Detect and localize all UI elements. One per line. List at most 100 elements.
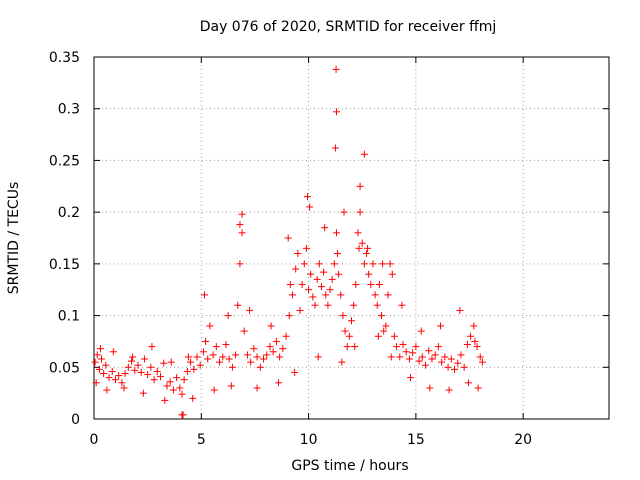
data-point <box>456 306 464 314</box>
data-point <box>473 343 481 351</box>
data-point <box>204 355 212 363</box>
data-point <box>253 353 261 361</box>
data-point <box>166 378 174 386</box>
data-point <box>163 382 171 390</box>
data-point <box>93 351 101 359</box>
data-point <box>434 343 442 351</box>
data-point <box>260 355 268 363</box>
y-tick-label: 0.1 <box>58 309 80 325</box>
y-tick-label: 0.2 <box>58 205 80 221</box>
data-point <box>437 322 445 330</box>
data-point <box>338 358 346 366</box>
data-point <box>180 376 188 384</box>
data-point <box>322 291 330 299</box>
data-point <box>444 363 452 371</box>
data-point <box>332 65 340 73</box>
data-point <box>367 281 375 289</box>
data-point <box>300 260 308 268</box>
x-tick-label: 10 <box>300 432 318 448</box>
data-point <box>304 193 312 201</box>
data-point <box>373 301 381 309</box>
data-point <box>139 389 147 397</box>
data-point <box>206 322 214 330</box>
data-point <box>309 293 317 301</box>
data-point <box>345 332 353 340</box>
data-point <box>140 355 148 363</box>
data-point <box>311 301 319 309</box>
data-point <box>173 374 181 382</box>
data-point <box>100 369 108 377</box>
data-point <box>178 390 186 398</box>
data-point <box>294 250 302 258</box>
data-point <box>256 363 264 371</box>
y-tick-label: 0.25 <box>49 153 80 169</box>
data-point <box>111 376 119 384</box>
data-point <box>183 367 191 375</box>
data-point <box>388 270 396 278</box>
data-point <box>179 411 187 419</box>
data-point <box>331 144 339 152</box>
data-point <box>431 351 439 359</box>
data-point <box>302 244 310 252</box>
data-point <box>393 343 401 351</box>
data-point <box>269 348 277 356</box>
data-point <box>384 291 392 299</box>
data-point <box>92 379 100 387</box>
data-point <box>209 351 217 359</box>
data-point <box>324 301 332 309</box>
data-point <box>148 343 156 351</box>
data-point <box>360 150 368 158</box>
data-point <box>219 353 227 361</box>
data-point <box>454 359 462 367</box>
data-point <box>380 327 388 335</box>
y-tick-label: 0.3 <box>58 102 80 118</box>
data-point <box>153 367 161 375</box>
data-point <box>379 260 387 268</box>
data-point <box>369 260 377 268</box>
data-point <box>144 371 152 379</box>
data-point <box>306 203 314 211</box>
data-point <box>451 365 458 373</box>
data-point <box>193 353 201 361</box>
data-point <box>288 291 296 299</box>
data-point <box>332 108 340 116</box>
x-tick-label: 5 <box>197 432 206 448</box>
data-point <box>246 306 254 314</box>
data-point <box>467 332 475 340</box>
data-point <box>286 281 294 289</box>
data-point <box>445 386 453 394</box>
data-point <box>332 229 340 237</box>
data-point <box>457 351 465 359</box>
data-point <box>363 250 371 258</box>
data-point <box>315 260 323 268</box>
data-point <box>91 358 99 366</box>
data-point <box>115 372 123 380</box>
data-point <box>334 250 342 258</box>
data-point <box>98 355 106 363</box>
data-point <box>425 347 433 355</box>
x-tick-label: 0 <box>90 432 99 448</box>
data-point <box>321 224 329 232</box>
y-tick-label: 0 <box>71 412 80 428</box>
data-point <box>190 365 198 373</box>
data-point <box>131 366 139 374</box>
data-point <box>108 367 116 375</box>
data-point <box>238 229 246 237</box>
data-point <box>137 368 145 376</box>
data-point <box>382 322 390 330</box>
data-point <box>96 345 104 353</box>
data-point <box>276 353 284 361</box>
data-point <box>95 365 103 373</box>
data-point <box>210 386 218 394</box>
data-point <box>169 386 177 394</box>
data-point <box>460 363 468 371</box>
data-point <box>320 268 328 276</box>
chart-title: Day 076 of 2020, SRMTID for receiver ffm… <box>200 19 497 35</box>
data-point <box>236 221 244 229</box>
data-point <box>240 327 248 335</box>
data-point <box>375 281 383 289</box>
data-point <box>341 327 349 335</box>
data-point <box>157 373 165 381</box>
data-point <box>161 396 169 404</box>
